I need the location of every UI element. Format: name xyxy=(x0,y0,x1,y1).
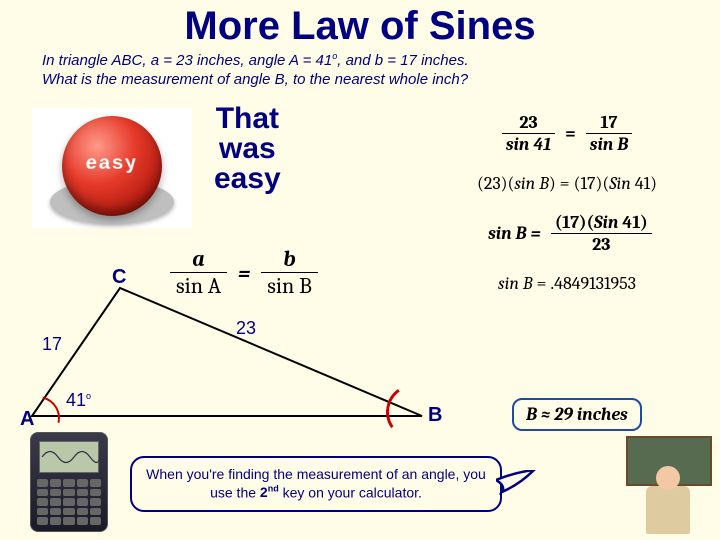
thatwas-3: easy xyxy=(214,162,281,195)
easy-button-image: easy xyxy=(32,108,192,228)
eq1-d2: sin B xyxy=(586,133,632,155)
calculator-keys xyxy=(37,479,101,525)
equations-column: 23 sin 41 = 17 sin B (23)(sin B) = (17)(… xyxy=(432,112,702,312)
eq1-n2: 17 xyxy=(586,112,632,133)
formula-num-b: b xyxy=(261,246,318,272)
easy-button-label: easy xyxy=(60,153,165,175)
answer-text: B ≈ 29 inches xyxy=(526,404,628,425)
vertex-C: C xyxy=(112,266,126,289)
slide-title: More Law of Sines xyxy=(0,0,720,49)
eq1-eq: = xyxy=(559,123,582,144)
problem-line-1: In triangle ABC, a = 23 inches, angle A … xyxy=(42,52,469,69)
thatwas-2: was xyxy=(219,132,276,165)
calculator-image xyxy=(30,432,108,532)
answer-box: B ≈ 29 inches xyxy=(512,398,642,431)
triangle-diagram: C A B 17 23 41o xyxy=(26,276,434,428)
equation-4: sin B = .4849131953 xyxy=(432,273,702,294)
eq3-lhs: sin B = xyxy=(482,223,547,244)
formula-num-a: a xyxy=(170,246,227,272)
problem-text: In triangle ABC, a = 23 inches, angle A … xyxy=(0,49,720,90)
teacher-image xyxy=(626,436,712,536)
eq1-n1: 23 xyxy=(502,112,555,133)
eq3-num: (17)(Sin 41) xyxy=(551,212,652,233)
that-was-easy-text: That was easy xyxy=(214,104,281,194)
equation-2: (23)(sin B) = (17)(Sin 41) xyxy=(432,173,702,194)
eq3-den: 23 xyxy=(551,233,652,255)
equation-3: sin B = (17)(Sin 41) 23 xyxy=(432,212,702,255)
tip-callout: When you're finding the measurement of a… xyxy=(130,456,502,512)
side-b-label: 17 xyxy=(42,334,62,355)
vertex-B: B xyxy=(428,404,442,427)
thatwas-1: That xyxy=(216,102,279,135)
angle-A-label: 41o xyxy=(66,390,91,411)
eq1-d1: sin 41 xyxy=(502,133,555,155)
equation-1: 23 sin 41 = 17 sin B xyxy=(432,112,702,155)
side-a-label: 23 xyxy=(236,318,256,339)
problem-line-2: What is the measurement of angle B, to t… xyxy=(42,71,468,88)
vertex-A: A xyxy=(20,408,34,431)
calculator-screen xyxy=(39,441,99,473)
